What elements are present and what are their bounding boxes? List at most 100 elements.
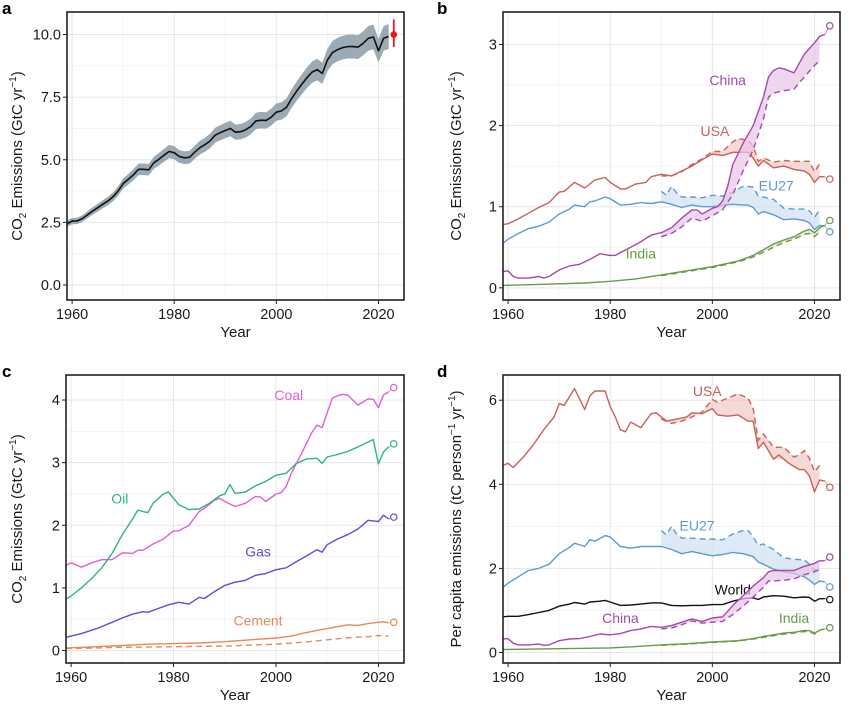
- series-label: Coal: [274, 387, 303, 403]
- series-china: China: [502, 21, 834, 279]
- series-label: Oil: [111, 490, 128, 506]
- projection-marker: [825, 595, 834, 604]
- series-label: World: [715, 581, 751, 597]
- panel-letter: c: [2, 362, 11, 381]
- y-axis-title-part: −1: [447, 76, 458, 88]
- uncertainty-band: [67, 24, 389, 227]
- x-tick-label: 2000: [260, 307, 292, 323]
- projection-marker: [825, 553, 834, 561]
- y-axis-title-part: ): [448, 390, 465, 395]
- y-tick-label: 10.0: [33, 28, 61, 44]
- gridlines: [66, 375, 404, 663]
- series-world: World: [502, 581, 834, 618]
- x-axis-title: Year: [220, 687, 250, 704]
- projection-marker: [825, 216, 834, 225]
- y-axis-title-part: ): [9, 434, 26, 439]
- series-label: EU27: [759, 177, 794, 193]
- y-axis-title-part: 2: [18, 575, 29, 581]
- series-coal: Coal: [65, 383, 398, 568]
- series-line: [502, 387, 825, 493]
- y-axis-title: Per capita emissions (tC person−1 yr−1): [447, 390, 465, 647]
- axes: 1960 1980 2000 2020 0.0 2.5 5.0 7.5 10.0 Year CO2 …: [8, 28, 395, 341]
- x-tick-label: 2020: [798, 670, 830, 686]
- panel-a: 1960 1980 2000 2020 0.0 2.5 5.0 7.5 10.0 Year CO2 …: [2, 0, 405, 341]
- series-global-fossil-co2-emissions: [66, 24, 389, 227]
- series-line: [65, 621, 389, 649]
- projection-marker: [825, 483, 834, 492]
- projection-marker: [389, 513, 398, 521]
- plot-frame: [66, 11, 405, 301]
- series-line: [502, 595, 825, 618]
- projection-marker: [825, 583, 834, 591]
- x-tick-label: 1980: [157, 670, 189, 686]
- series-line: [502, 560, 825, 646]
- series-line: [502, 224, 825, 287]
- y-tick-label: 3: [489, 37, 497, 53]
- series-line: [502, 628, 825, 651]
- x-tick-label: 1980: [594, 670, 626, 686]
- consumption-line: [661, 568, 820, 630]
- series-oil: Oil: [65, 438, 398, 600]
- x-tick-label: 2020: [362, 670, 394, 686]
- series-label: EU27: [680, 518, 715, 534]
- y-tick-label: 0.0: [41, 278, 61, 294]
- series-line: [65, 391, 389, 568]
- x-tick-label: 2000: [696, 307, 728, 323]
- x-tick-label: 1980: [158, 307, 190, 323]
- x-tick-label: 2000: [260, 670, 292, 686]
- consumption-territorial-gap: [661, 36, 820, 237]
- panel-letter: b: [437, 0, 447, 18]
- y-tick-label: 2: [489, 561, 497, 577]
- projection-marker: [825, 21, 834, 30]
- y-axis-title-part: ): [9, 71, 26, 76]
- y-axis-title-part: CO: [9, 218, 26, 241]
- y-tick-label: 4: [489, 477, 497, 493]
- y-axis-title: CO2 Emissions (GtC yr−1): [447, 71, 468, 240]
- gridlines: [503, 375, 840, 663]
- x-axis-title: Year: [656, 687, 686, 704]
- x-tick-label: 1960: [492, 307, 524, 323]
- dashed-line: [65, 634, 389, 650]
- consumption-line: [661, 393, 821, 474]
- x-tick-label: 1960: [56, 307, 88, 323]
- x-axis-title: Year: [220, 324, 250, 341]
- y-axis-title-part: 2: [18, 212, 29, 218]
- series-line: [65, 438, 390, 600]
- series-gas: Gas: [65, 513, 398, 638]
- y-axis-title-part: −1: [447, 395, 458, 407]
- series-label: China: [602, 610, 639, 626]
- plot-frame: [502, 374, 841, 664]
- series-india: India: [502, 610, 834, 651]
- projection-marker: [825, 175, 834, 183]
- y-tick-label: 5.0: [41, 153, 61, 169]
- plot-frame: [502, 11, 841, 301]
- y-axis-title-part: ): [448, 71, 465, 76]
- axes: 1960 1980 2000 2020 0 2 4 6 Year Per capita emiss…: [447, 390, 831, 704]
- y-axis-title-part: yr: [448, 407, 465, 424]
- projection-marker: [389, 440, 398, 448]
- panel-letter: d: [437, 362, 447, 381]
- y-tick-label: 2: [489, 119, 497, 135]
- y-tick-label: 0: [52, 643, 60, 659]
- series-line: [502, 151, 825, 226]
- y-axis-title-part: Per capita emissions (tC person: [448, 435, 465, 648]
- series-china: China: [502, 553, 834, 646]
- y-axis-title-part: CO: [448, 218, 465, 241]
- series-india: India: [502, 216, 834, 287]
- series-label: USA: [693, 383, 722, 399]
- y-axis-title: CO2 Emissions (GtC yr−1): [8, 71, 29, 240]
- projection-marker: [389, 383, 398, 392]
- series-label: India: [779, 610, 810, 626]
- series-line: [502, 34, 825, 279]
- y-axis-title: CO2 Emissions (GtC yr−1): [8, 434, 29, 603]
- y-tick-label: 1: [489, 200, 497, 216]
- projection-marker: [825, 228, 834, 236]
- y-axis-title-part: Emissions (GtC yr: [448, 88, 465, 213]
- consumption-line: [660, 525, 820, 572]
- y-tick-label: 2: [52, 518, 60, 534]
- y-tick-label: 3: [52, 456, 60, 472]
- y-tick-label: 7.5: [41, 90, 61, 106]
- x-tick-label: 2000: [696, 670, 728, 686]
